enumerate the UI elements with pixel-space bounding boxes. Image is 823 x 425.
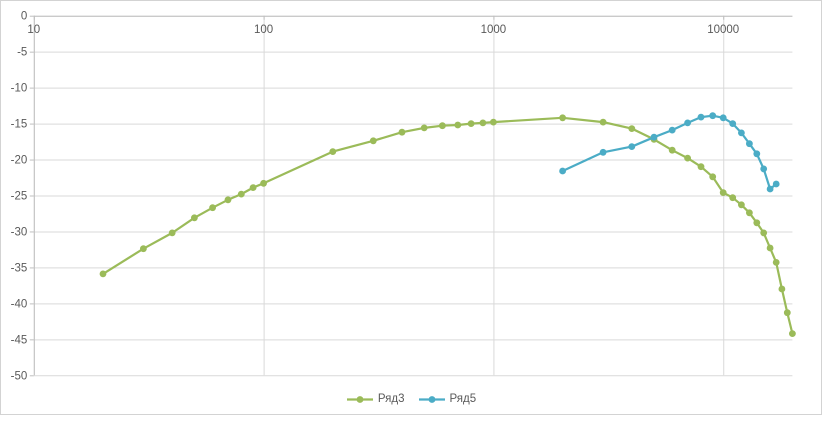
data-point[interactable]	[479, 119, 487, 127]
data-point[interactable]	[490, 118, 497, 126]
y-tick-label: -35	[11, 262, 28, 274]
data-point[interactable]	[719, 114, 727, 122]
data-point[interactable]	[746, 209, 753, 217]
legend-marker-ryad3	[346, 395, 373, 403]
y-tick-label: -10	[11, 83, 28, 95]
y-tick-label: -50	[11, 370, 28, 382]
data-point[interactable]	[398, 128, 406, 136]
data-point[interactable]	[559, 114, 566, 122]
data-point[interactable]	[783, 309, 791, 317]
y-tick-label: -45	[11, 334, 28, 346]
data-point[interactable]	[738, 129, 745, 137]
data-point[interactable]	[684, 119, 691, 127]
y-tick-label: 0	[21, 11, 27, 23]
data-point[interactable]	[778, 285, 786, 293]
legend-label-ryad5: Ряд5	[449, 393, 477, 405]
data-point[interactable]	[709, 112, 717, 120]
data-point[interactable]	[766, 244, 774, 252]
x-tick-label: 10000	[707, 24, 739, 36]
data-point[interactable]	[420, 124, 428, 132]
data-point[interactable]	[772, 259, 780, 266]
legend-label-ryad3: Ряд3	[377, 393, 405, 405]
data-point[interactable]	[697, 163, 705, 171]
data-point[interactable]	[738, 201, 745, 209]
data-point[interactable]	[668, 146, 676, 154]
chart-frame[interactable]	[0, 0, 822, 415]
data-point[interactable]	[668, 126, 676, 134]
data-point[interactable]	[467, 120, 475, 127]
x-axis-labels: 10 100 1000 10000	[27, 24, 739, 36]
data-point[interactable]	[249, 184, 257, 192]
horizontal-gridlines	[33, 15, 793, 377]
data-point[interactable]	[559, 167, 566, 175]
data-point[interactable]	[454, 121, 462, 129]
data-point[interactable]	[599, 148, 607, 156]
data-point[interactable]	[237, 190, 245, 198]
y-axis-labels: 0 -5 -10 -15 -20 -25 -30 -35 -40 -45 -50	[11, 11, 28, 383]
data-point[interactable]	[628, 143, 636, 151]
data-point[interactable]	[697, 113, 705, 121]
data-point[interactable]	[260, 179, 267, 187]
x-tick-label: 1000	[481, 24, 507, 36]
data-point[interactable]	[753, 219, 761, 227]
data-point[interactable]	[729, 194, 737, 202]
y-tick-label: -15	[11, 119, 28, 131]
y-tick-label: -30	[11, 226, 28, 238]
series-ryad5[interactable]	[559, 112, 780, 193]
data-point[interactable]	[599, 118, 607, 126]
vertical-gridlines	[33, 15, 725, 376]
x-tick-label: 10	[27, 24, 40, 36]
legend-marker-ryad5	[418, 395, 445, 403]
data-point[interactable]	[772, 180, 780, 188]
series-ryad3[interactable]	[99, 114, 796, 337]
data-point[interactable]	[719, 189, 727, 197]
data-point[interactable]	[746, 140, 753, 148]
y-tick-label: -40	[11, 298, 28, 310]
data-point[interactable]	[753, 150, 761, 158]
legend-item-ryad5[interactable]: Ряд5	[418, 392, 477, 406]
data-point[interactable]	[709, 173, 717, 181]
legend-item-ryad3[interactable]: Ряд3	[346, 392, 405, 406]
data-point[interactable]	[439, 122, 446, 130]
y-tick-label: -5	[17, 47, 27, 59]
data-point[interactable]	[140, 245, 147, 253]
series-line	[561, 114, 778, 191]
data-point[interactable]	[650, 133, 658, 141]
data-point[interactable]	[329, 148, 337, 156]
data-point[interactable]	[168, 229, 176, 237]
y-tick-label: -25	[11, 191, 28, 203]
series-line	[101, 116, 794, 335]
data-point[interactable]	[209, 204, 217, 212]
data-point[interactable]	[760, 229, 768, 237]
data-point[interactable]	[191, 214, 198, 222]
data-point[interactable]	[760, 165, 768, 173]
data-point[interactable]	[369, 137, 377, 145]
data-point[interactable]	[729, 120, 737, 127]
data-point[interactable]	[766, 185, 774, 193]
data-point[interactable]	[628, 125, 636, 132]
axes	[29, 15, 793, 377]
y-tick-label: -20	[11, 155, 28, 167]
data-point[interactable]	[684, 154, 691, 162]
chart-legend: Ряд3 Ряд5	[0, 392, 823, 406]
data-point[interactable]	[224, 196, 232, 204]
data-point[interactable]	[99, 270, 107, 278]
x-tick-label: 100	[254, 24, 273, 36]
data-point[interactable]	[789, 330, 796, 337]
